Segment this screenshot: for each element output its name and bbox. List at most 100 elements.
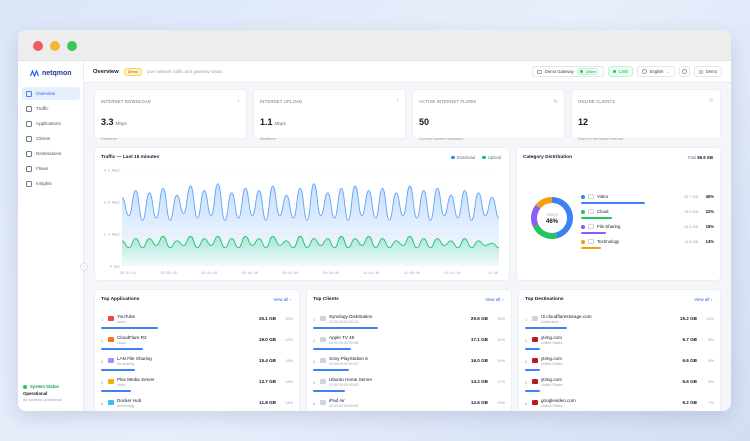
table-row[interactable]: 2 Apple TV 4K 02:00:00:00:00:0B 17.1 GB 20% <box>311 333 507 353</box>
category-item[interactable]: Video 39.7 GB 46% <box>581 193 714 207</box>
category-total: Total 85.9 GB <box>687 155 713 160</box>
globe-icon <box>532 316 538 321</box>
table-row[interactable]: 3 Sony PlayStation 5 02:00:00:00:00:0C 16.0… <box>311 354 507 374</box>
legend-upload[interactable]: Upload <box>482 155 501 160</box>
stat-card-upload: INTERNET UPLOAD ↑ 1.1 Mbps Realtime <box>253 89 406 141</box>
topbar: Overview Demo Live network traffic and g… <box>84 61 731 83</box>
maximize-window-button[interactable] <box>67 41 77 51</box>
folder-icon <box>108 358 114 363</box>
gateway-status-badge: Online <box>576 68 600 75</box>
gateway-selector[interactable]: Demo Gateway Online <box>531 66 605 77</box>
docker-icon <box>108 400 114 405</box>
grid-icon <box>26 90 32 97</box>
table-row[interactable]: 1 r2.cloudflarestorage.com Destination 19.2… <box>523 312 716 332</box>
table-row[interactable]: 5 iPad Air 02:00:00:00:00:0E 12.6 GB 15% <box>311 396 507 411</box>
table-row[interactable]: 4 Ubuntu Home Server 02:00:00:00:00:0D 14.2… <box>311 375 507 395</box>
monitor-icon <box>26 135 32 142</box>
sidebar-item-applications[interactable]: Applications <box>22 117 80 130</box>
theme-toggle-button[interactable] <box>678 66 690 77</box>
row-percent: 14% <box>285 400 293 405</box>
view-all-clients-link[interactable]: View all › <box>485 297 503 302</box>
row-value: 6.6 GB <box>682 358 697 363</box>
row-percent: 18% <box>285 358 293 363</box>
sidebar-item-overview[interactable]: Overview <box>22 87 80 100</box>
donut-slice-cloud[interactable] <box>532 224 558 239</box>
online-dot-icon <box>579 70 583 73</box>
table-row[interactable]: 1 YouTube video 26.1 GB 30% <box>99 312 295 332</box>
stat-card-clients: ONLINE CLIENTS ☺ 12 Seen in the latest i… <box>571 89 721 141</box>
row-subtitle: United States <box>541 404 563 408</box>
category-dot-icon <box>581 225 585 229</box>
app-window: netqmon Overview Traffic Applications Clien… <box>18 30 731 411</box>
arrow-down-icon: ↓ <box>237 98 240 104</box>
table-row[interactable]: 4 ytimg.com United States 6.6 GB 8% <box>523 375 716 395</box>
close-window-button[interactable] <box>33 41 43 51</box>
row-rank: 2 <box>525 338 528 343</box>
donut-slice-technology[interactable] <box>535 197 553 209</box>
table-row[interactable]: 5 Docker Hub technology 11.8 GB 14% <box>99 396 295 411</box>
user-icon <box>698 69 703 74</box>
sidebar-item-insights[interactable]: Insights <box>22 177 80 190</box>
table-row[interactable]: 5 googlevideo.com United States 6.2 GB 7% <box>523 396 716 411</box>
row-rank: 1 <box>101 317 104 322</box>
series-line-upload[interactable] <box>121 235 500 249</box>
table-row[interactable]: 3 ytimg.com United States 6.6 GB 8% <box>523 354 716 374</box>
live-badge[interactable]: LIVE <box>608 66 634 77</box>
row-share-bar <box>101 390 132 392</box>
brand-logo[interactable]: netqmon <box>30 70 72 77</box>
row-percent: 19% <box>497 358 505 363</box>
row-name: Plex Media Server <box>117 377 155 382</box>
table-row[interactable]: 4 Plex Media Server video 13.7 GB 16% <box>99 375 295 395</box>
series-line-download[interactable] <box>121 183 500 221</box>
donut-slice-video[interactable] <box>551 197 573 239</box>
x-tick-label: 21:11:40 <box>444 272 460 276</box>
traffic-chart-card: Traffic — Last 15 minutes Download Uploa… <box>94 147 510 281</box>
donut-slice-file-sharing[interactable] <box>531 204 541 227</box>
sidebar-item-destinations[interactable]: Destinations <box>22 147 80 160</box>
plex-icon <box>108 379 114 384</box>
table-row[interactable]: 2 CloudFlare R2 cloud 19.0 GB 22% <box>99 333 295 353</box>
category-item[interactable]: File Sharing 15.4 GB 18% <box>581 223 714 237</box>
topbar-actions: Demo Gateway Online LIVE English ⌄ <box>531 66 722 77</box>
gamepad-icon <box>320 358 326 363</box>
row-subtitle: file sharing <box>117 362 135 366</box>
table-row[interactable]: 2 ytimg.com United States 6.7 GB 8% <box>523 333 716 353</box>
category-icon <box>588 194 594 199</box>
row-percent: 34% <box>497 316 505 321</box>
stat-label: INTERNET UPLOAD <box>260 99 303 104</box>
collapse-sidebar-button[interactable]: ‹ <box>80 263 88 271</box>
legend-download[interactable]: Download <box>451 155 475 160</box>
server-icon <box>320 316 326 321</box>
stat-card-flows: ACTIVE INTERNET FLOWS ∿ 50 Current track… <box>412 89 565 141</box>
table-row[interactable]: 1 Synology DiskStation 02:00:00:00:00:0A 29… <box>311 312 507 332</box>
language-label: English <box>649 69 664 74</box>
category-item[interactable]: Cloud 19.0 GB 22% <box>581 208 714 222</box>
row-subtitle: 02:00:00:00:00:0C <box>329 362 359 366</box>
sidebar-item-flows[interactable]: Flows <box>22 162 80 175</box>
language-selector[interactable]: English ⌄ <box>637 66 675 77</box>
tablet-icon <box>320 400 326 405</box>
gateway-icon <box>536 69 542 74</box>
status-dot-icon <box>23 384 27 389</box>
view-all-applications-link[interactable]: View all › <box>273 297 291 302</box>
stat-card-download: INTERNET DOWNLOAD ↓ 3.3 Mbps Realtime <box>94 89 247 141</box>
stat-value: 3.3 Mbps <box>101 117 127 127</box>
sidebar-item-clients[interactable]: Clients <box>22 132 80 145</box>
category-item[interactable]: Technology 11.8 GB 14% <box>581 238 714 252</box>
y-tick-label: 2.8 Mbps <box>104 200 120 205</box>
minimize-window-button[interactable] <box>50 41 60 51</box>
row-value: 17.1 GB <box>470 337 488 342</box>
row-name: Apple TV 4K <box>329 335 355 340</box>
view-all-destinations-link[interactable]: View all › <box>694 297 712 302</box>
x-tick-label: 21:16 <box>488 272 498 276</box>
x-tick-label: 21:01:40 <box>363 272 379 276</box>
row-percent: 16% <box>285 379 293 384</box>
sidebar-item-traffic[interactable]: Traffic <box>22 102 80 115</box>
category-bar <box>581 217 612 219</box>
stat-caption: Realtime <box>101 136 117 141</box>
table-row[interactable]: 3 LAN File Sharing file sharing 15.4 GB 18% <box>99 354 295 374</box>
users-icon: ☺ <box>707 98 714 104</box>
user-menu[interactable]: Demo <box>693 66 722 77</box>
category-bar <box>581 202 646 204</box>
